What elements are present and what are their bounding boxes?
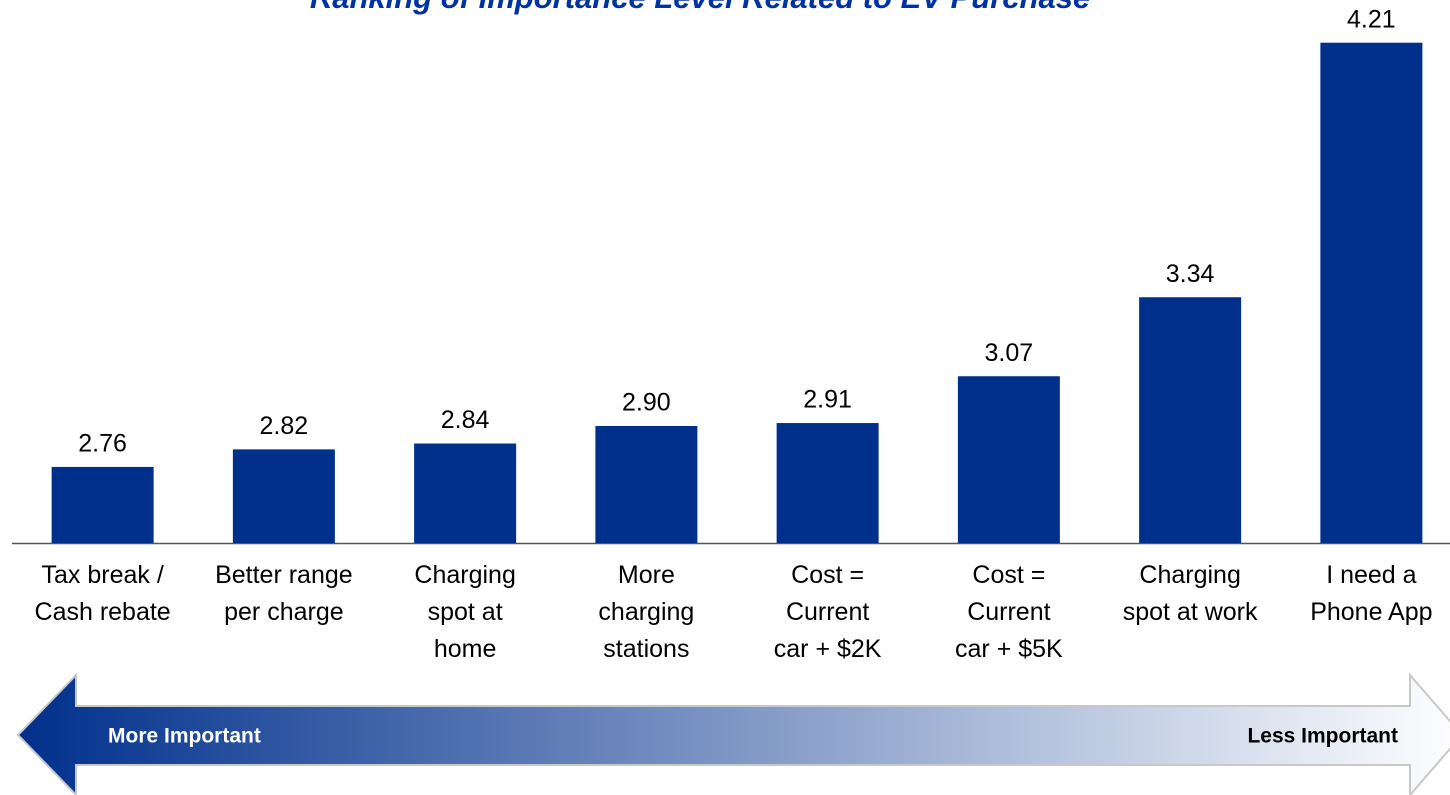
value-label: 2.76 xyxy=(78,430,127,458)
value-label: 3.07 xyxy=(985,339,1034,367)
bar xyxy=(776,423,879,543)
x-tick-label: More charging stations xyxy=(598,561,695,663)
bar xyxy=(51,466,154,543)
bar xyxy=(1320,42,1423,544)
value-label: 3.34 xyxy=(1166,260,1215,288)
annotation: More Important xyxy=(108,725,261,748)
x-tick-label: Cost = Current car + $5K xyxy=(955,561,1063,663)
value-label: 4.21 xyxy=(1347,5,1396,33)
value-label: 2.90 xyxy=(622,389,671,417)
bar xyxy=(957,376,1060,543)
x-tick-label: Tax break / Cash rebate xyxy=(34,561,171,626)
x-tick-label: I need a Phone App xyxy=(1310,561,1433,626)
value-label: 2.82 xyxy=(260,412,309,440)
x-tick-label: Better range per charge xyxy=(215,561,353,626)
chart-title: Ranking of Importance Level Related to E… xyxy=(310,0,1090,15)
bar xyxy=(232,449,335,543)
importance-arrow xyxy=(16,672,1450,795)
bar xyxy=(1139,297,1242,543)
annotation: Less Important xyxy=(1247,725,1398,748)
value-label: 2.84 xyxy=(441,406,490,434)
x-tick-label: Charging spot at work xyxy=(1122,561,1258,626)
x-tick-label: Charging spot at home xyxy=(414,561,516,663)
bar xyxy=(595,425,698,543)
x-tick-label: Cost = Current car + $2K xyxy=(773,561,882,663)
bar xyxy=(414,443,517,543)
value-label: 2.91 xyxy=(803,386,852,414)
